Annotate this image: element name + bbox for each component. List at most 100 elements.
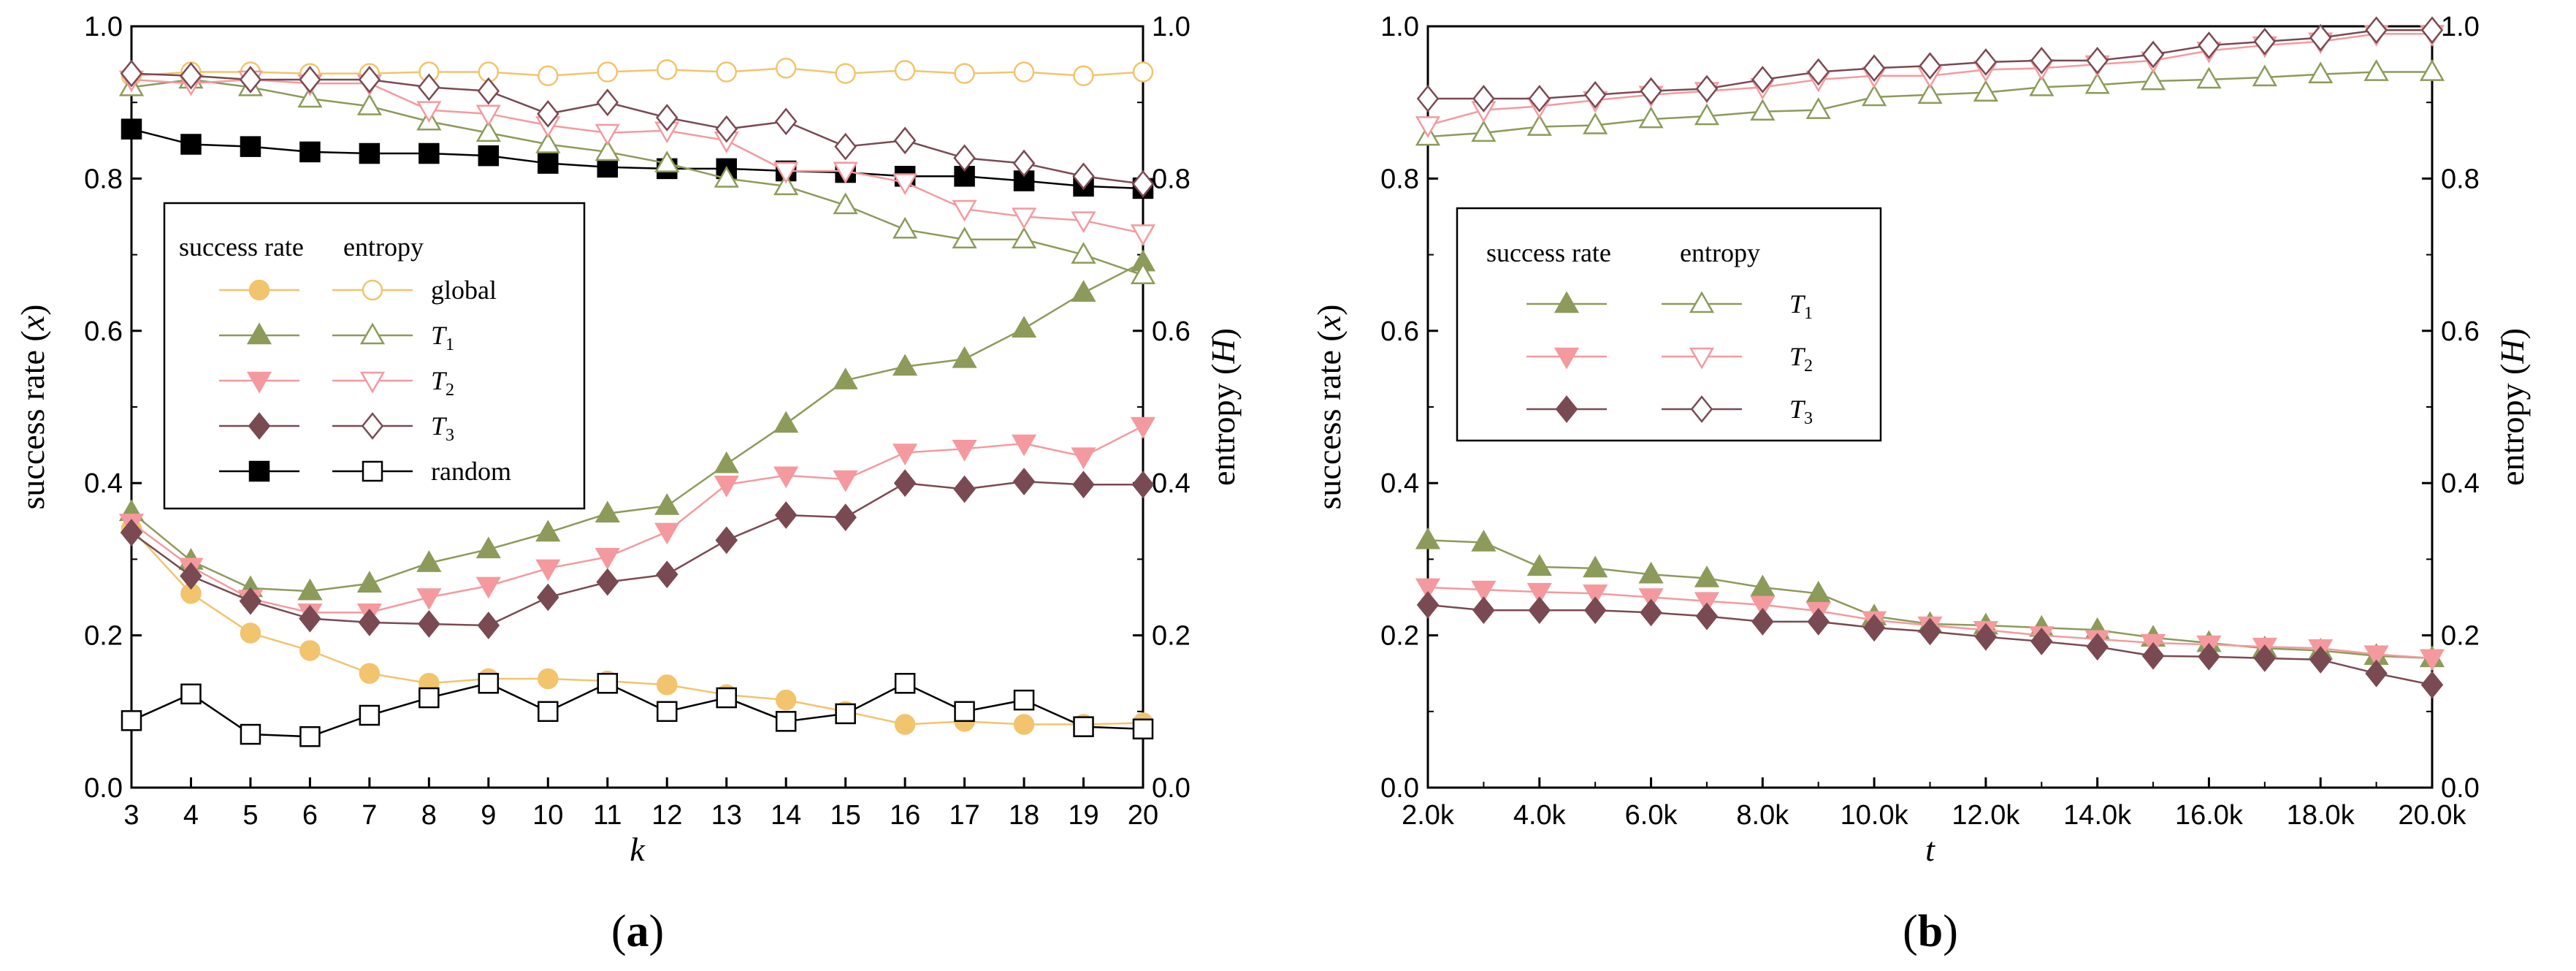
data-point bbox=[475, 536, 501, 559]
legend-marker-entropy bbox=[359, 322, 386, 345]
data-point bbox=[358, 66, 381, 94]
data-point bbox=[715, 115, 738, 143]
data-point bbox=[1805, 97, 1831, 119]
data-point bbox=[475, 576, 501, 599]
data-point bbox=[1640, 77, 1662, 105]
data-point bbox=[1695, 75, 1719, 103]
data-point bbox=[1130, 224, 1156, 246]
data-point bbox=[773, 411, 799, 433]
data-point bbox=[120, 59, 143, 88]
data-point bbox=[1638, 588, 1664, 610]
series-random-success bbox=[121, 118, 1154, 199]
data-point bbox=[1011, 434, 1037, 457]
data-point bbox=[714, 165, 739, 188]
data-point bbox=[535, 519, 561, 542]
series-T3-entropy bbox=[1416, 16, 2444, 113]
legend-marker-entropy bbox=[359, 371, 386, 394]
data-point bbox=[477, 612, 500, 639]
data-point bbox=[773, 466, 799, 489]
series-global-success bbox=[121, 518, 1154, 735]
legend-marker-success bbox=[1553, 347, 1580, 370]
data-point bbox=[2030, 47, 2053, 75]
data-point bbox=[2363, 645, 2389, 668]
legend-marker-entropy bbox=[362, 279, 383, 301]
data-point bbox=[1130, 262, 1156, 285]
legend-box bbox=[1456, 207, 1882, 442]
data-point bbox=[2086, 633, 2109, 661]
data-point bbox=[596, 568, 619, 596]
legend-box bbox=[163, 202, 586, 510]
data-point bbox=[478, 145, 500, 167]
x-tick-label: 12.0k bbox=[1952, 800, 2020, 831]
x-tick-label: 10 bbox=[532, 800, 563, 831]
y-tick-label-right: 0.8 bbox=[1152, 164, 1190, 194]
data-point bbox=[418, 142, 440, 164]
data-point bbox=[1862, 614, 1886, 642]
data-point bbox=[953, 144, 976, 172]
y-tick-label-left: 0.4 bbox=[84, 468, 123, 499]
data-point bbox=[894, 714, 916, 735]
data-point bbox=[1012, 149, 1036, 178]
data-point bbox=[1011, 207, 1037, 229]
legend-marker-success bbox=[1553, 291, 1580, 313]
data-point bbox=[1805, 580, 1831, 603]
data-point bbox=[893, 354, 918, 376]
data-point bbox=[418, 73, 440, 102]
y-tick-label-left: 0.0 bbox=[84, 773, 123, 804]
chart-panel-a: 0.0 0.0 0.2 0.2 0.4 0.4 0.6 0.6 0.8 0.8 1.0 1.0 3 4 5 6… bbox=[14, 12, 1242, 956]
data-point bbox=[2198, 31, 2220, 59]
data-point bbox=[121, 710, 142, 731]
legend-row-T3: T3 bbox=[219, 411, 454, 445]
data-point bbox=[418, 610, 440, 638]
data-point bbox=[1416, 85, 1440, 113]
data-point bbox=[180, 61, 202, 90]
data-point bbox=[1415, 527, 1441, 549]
data-point bbox=[656, 674, 678, 696]
panel-label: (a) bbox=[611, 907, 664, 956]
data-point bbox=[714, 451, 739, 473]
y-tick-label-right: 1.0 bbox=[1152, 12, 1190, 42]
data-point bbox=[655, 104, 679, 132]
data-point bbox=[952, 199, 977, 222]
data-point bbox=[952, 226, 977, 249]
data-point bbox=[1974, 48, 1998, 76]
y-tick-label-right: 0.2 bbox=[2441, 621, 2480, 652]
data-point bbox=[356, 571, 382, 593]
data-point bbox=[1694, 103, 1720, 126]
x-tick-label: 4.0k bbox=[1513, 800, 1567, 831]
data-point bbox=[1132, 718, 1154, 740]
data-point bbox=[2309, 646, 2332, 674]
data-point bbox=[1750, 595, 1776, 618]
legend-row-T2: T2 bbox=[219, 366, 454, 400]
series-T3-success bbox=[120, 468, 1155, 639]
x-tick-label: 4 bbox=[183, 800, 199, 831]
series-random-entropy bbox=[121, 672, 1154, 747]
series-line bbox=[131, 682, 1144, 738]
legend-marker-success bbox=[248, 412, 271, 440]
x-tick-label: 18 bbox=[1009, 800, 1039, 831]
data-point bbox=[773, 173, 799, 196]
data-point bbox=[833, 470, 858, 492]
legend-label: T3 bbox=[431, 411, 454, 445]
data-point bbox=[239, 587, 262, 615]
data-point bbox=[535, 132, 561, 153]
data-point bbox=[299, 640, 321, 661]
data-point bbox=[1073, 65, 1094, 86]
data-point bbox=[1807, 607, 1830, 636]
data-point bbox=[833, 368, 858, 389]
data-point bbox=[359, 142, 381, 164]
data-point bbox=[2309, 23, 2332, 52]
data-point bbox=[1132, 61, 1154, 83]
data-point bbox=[1751, 66, 1774, 94]
data-point bbox=[1917, 82, 1943, 104]
data-point bbox=[952, 440, 977, 462]
data-point bbox=[597, 61, 619, 83]
data-point bbox=[1472, 596, 1495, 625]
data-point bbox=[2419, 59, 2445, 81]
legend-header-success: success rate bbox=[1486, 238, 1611, 267]
data-point bbox=[1862, 54, 1886, 83]
data-point bbox=[1073, 716, 1094, 737]
data-point bbox=[893, 443, 918, 465]
data-point bbox=[1640, 598, 1662, 627]
